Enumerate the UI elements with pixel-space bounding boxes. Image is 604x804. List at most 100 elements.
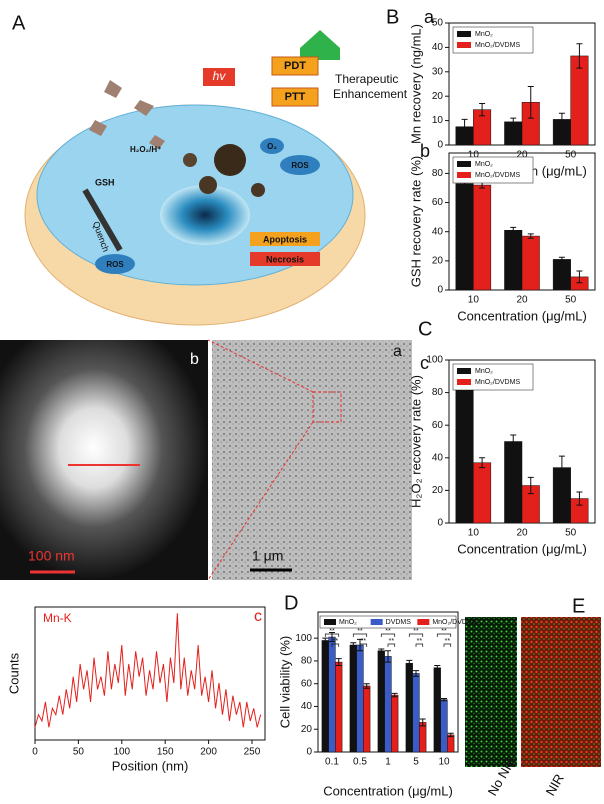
x-tick-label: 0.5	[353, 757, 367, 768]
error-bar	[350, 642, 357, 648]
bar	[473, 184, 492, 291]
x-tick-label: 20	[516, 295, 528, 306]
error-bar	[479, 457, 486, 469]
annotation: Mn-K	[43, 611, 72, 625]
x-tick-label: 50	[565, 150, 577, 161]
x-tick-label: 1	[385, 757, 391, 768]
legend-label: MnO₂/DVDMS	[475, 42, 520, 49]
error-bar	[406, 659, 413, 667]
significance-label: **	[385, 628, 391, 635]
error-bar	[576, 270, 583, 284]
x-axis-title: Concentration (μg/mL)	[323, 783, 453, 798]
error-bar	[335, 658, 342, 666]
error-bar	[510, 226, 517, 234]
x-tick-label: 150	[157, 747, 174, 758]
y-axis-title: Cell viability (%)	[277, 636, 292, 728]
diagram-text: Necrosis	[266, 254, 304, 264]
error-bar	[441, 698, 447, 702]
error-bar	[558, 455, 565, 480]
bar	[504, 229, 523, 291]
legend-swatch	[457, 368, 471, 374]
zoom-line	[207, 339, 314, 393]
legend-swatch	[457, 42, 471, 48]
significance-bracket	[443, 643, 452, 647]
y-tick-label: 60	[432, 420, 444, 431]
error-bar	[385, 650, 391, 663]
y-axis-title: Mn recovery (ng/mL)	[408, 24, 423, 144]
x-axis-title: Concentration (μg/mL)	[457, 308, 587, 323]
x-tick-label: 5	[413, 757, 419, 768]
legend-label: DVDMS	[386, 619, 412, 626]
y-tick-label: 40	[432, 452, 444, 463]
y-tick-label: 60	[432, 197, 444, 208]
significance-bracket	[352, 633, 368, 637]
bar	[552, 259, 571, 291]
y-tick-label: 20	[432, 91, 444, 102]
legend-swatch	[457, 172, 471, 178]
significance-bracket	[436, 633, 452, 637]
x-tick-label: 10	[468, 295, 480, 306]
y-tick-label: 30	[432, 66, 444, 77]
error-bar	[576, 43, 583, 69]
error-bar	[510, 434, 517, 449]
bar	[473, 462, 492, 524]
image-label: NIR	[543, 771, 567, 798]
significance-bracket	[415, 643, 424, 647]
error-bar	[363, 683, 370, 689]
y-axis-title: Counts	[6, 652, 21, 694]
significance-label: **	[445, 638, 451, 645]
y-tick-label: 80	[301, 656, 313, 667]
error-bar	[558, 112, 565, 126]
legend-label: MnO₂	[475, 161, 493, 168]
legend-label: MnO₂	[475, 368, 493, 375]
bar	[349, 644, 357, 753]
diagram-text: Enhancement	[333, 87, 408, 101]
significance-bracket	[331, 643, 340, 647]
error-bar	[510, 117, 517, 126]
scale-label: 1 μm	[252, 548, 283, 564]
cell-diagram	[24, 30, 366, 326]
significance-label: **	[333, 638, 339, 645]
plot-frame	[34, 606, 266, 741]
bar	[328, 636, 336, 753]
legend-swatch	[370, 619, 383, 625]
bar	[363, 685, 371, 753]
significance-label: **	[413, 628, 419, 635]
legend-label: MnO₂/DVDMS	[475, 379, 520, 386]
significance-label: **	[441, 628, 447, 635]
bar	[440, 699, 448, 753]
legend-swatch	[457, 31, 471, 37]
legend-swatch	[457, 161, 471, 167]
panel-label: a	[393, 343, 402, 360]
diagram-text: PTT	[285, 91, 306, 103]
error-bar	[461, 118, 468, 135]
panel-label: E	[572, 595, 585, 617]
y-tick-label: 60	[301, 678, 313, 689]
x-tick-label: 50	[565, 295, 577, 306]
x-tick-label: 20	[516, 150, 528, 161]
legend-label: MnO₂	[339, 619, 357, 626]
legend-swatch	[457, 379, 471, 385]
legend-box	[452, 156, 534, 184]
significance-label: **	[389, 638, 395, 645]
x-tick-label: 200	[200, 747, 217, 758]
line	[34, 613, 262, 728]
y-tick-label: 20	[432, 255, 444, 266]
error-bar	[576, 491, 583, 506]
x-tick-label: 0.1	[325, 757, 339, 768]
y-tick-label: 50	[432, 18, 444, 29]
diagram-text: hv	[213, 69, 227, 83]
error-bar	[378, 648, 385, 653]
bar	[504, 441, 523, 524]
fluorescence-image	[465, 617, 517, 767]
error-bar	[527, 233, 534, 239]
significance-label: **	[357, 628, 363, 635]
y-tick-label: 80	[432, 168, 444, 179]
panel-label: c	[420, 353, 429, 373]
legend-label: MnO₂	[475, 31, 493, 38]
significance-label: **	[361, 638, 367, 645]
diagram-text: GSH	[95, 177, 115, 187]
y-tick-label: 20	[301, 724, 313, 735]
legend-swatch	[417, 619, 430, 625]
y-tick-label: 40	[301, 701, 313, 712]
